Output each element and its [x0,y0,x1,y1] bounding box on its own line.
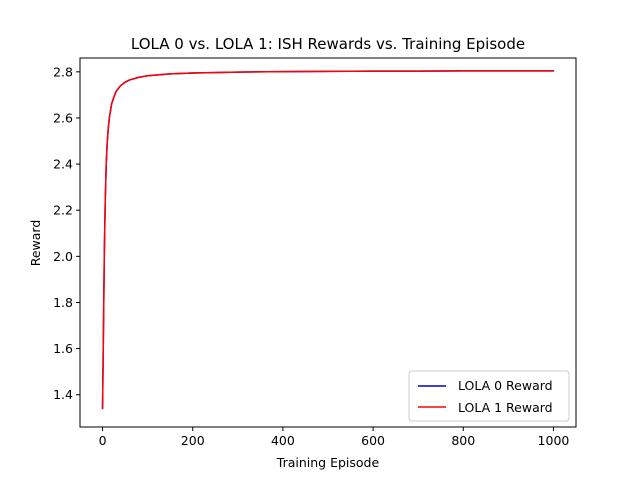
x-tick-label: 600 [361,433,385,448]
series-layer [101,70,555,410]
y-axis: 1.4 1.6 1.8 2.0 2.2 2.4 2.6 2.8 [53,64,80,402]
x-axis: 0 200 400 600 800 1000 [99,427,570,448]
y-tick-label: 1.4 [53,387,73,402]
legend-label-lola-0: LOLA 0 Reward [458,378,553,393]
x-tick-label: 200 [181,433,205,448]
legend-box [408,370,570,422]
x-tick-label: 1000 [538,433,570,448]
y-tick-label: 2.8 [53,64,73,79]
plot-area [79,57,577,428]
x-tick-label: 0 [99,433,107,448]
chart-title: LOLA 0 vs. LOLA 1: ISH Rewards vs. Train… [131,35,525,53]
x-axis-label: Training Episode [276,455,380,470]
y-tick-label: 1.8 [53,295,73,310]
y-tick-label: 1.6 [53,341,73,356]
y-tick-label: 2.2 [53,203,73,218]
axes-frame [79,57,577,428]
plot-background [80,58,576,427]
legend-label-lola-1: LOLA 1 Reward [458,400,553,415]
series-line-lola-1 [101,70,555,410]
y-tick-label: 2.6 [53,110,73,125]
y-tick-label: 2.4 [53,157,73,172]
legend: LOLA 0 Reward LOLA 1 Reward [408,370,570,422]
x-tick-label: 400 [271,433,295,448]
x-tick-label: 800 [451,433,475,448]
y-axis-label: Reward [28,220,43,267]
y-tick-label: 2.0 [53,249,73,264]
